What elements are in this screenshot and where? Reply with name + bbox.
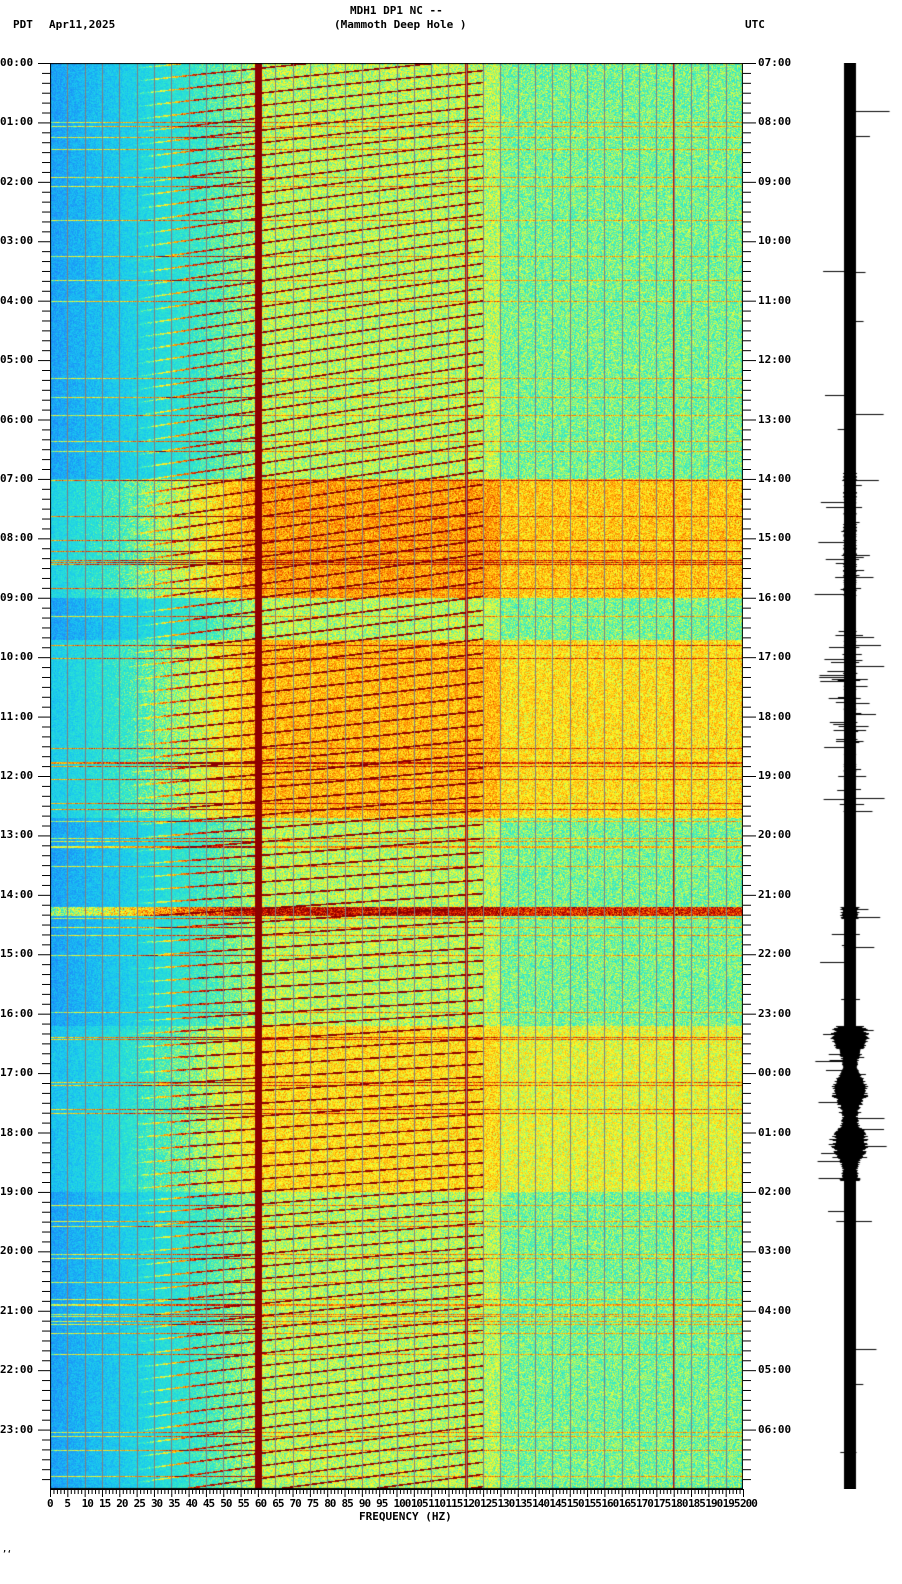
y-tick-label-left: 14:00 <box>0 887 34 901</box>
x-tick-label: 50 <box>220 1497 232 1510</box>
y-tick-label-right: 07:00 <box>758 56 792 69</box>
x-tick-label: 95 <box>376 1497 388 1510</box>
corner-mark: ’‘ <box>2 1549 12 1558</box>
x-tick-label: 160 <box>601 1497 619 1510</box>
y-tick-label-left: 09:00 <box>0 590 34 604</box>
y-tick-label-right: 06:00 <box>758 1422 792 1436</box>
y-tick-label-left: 07:00 <box>0 471 34 485</box>
x-tick-label: 20 <box>116 1497 128 1510</box>
x-tick-label: 15 <box>98 1497 111 1510</box>
x-tick-label: 55 <box>237 1497 250 1510</box>
y-tick-label-right: 16:00 <box>758 590 792 604</box>
y-tick-label-right: 20:00 <box>758 828 792 842</box>
x-tick-label: 130 <box>497 1497 515 1510</box>
chart-title-line1: MDH1 DP1 NC -- <box>350 4 443 17</box>
y-tick-label-right: 18:00 <box>758 709 792 723</box>
y-tick-label-right: 23:00 <box>758 1006 792 1020</box>
y-tick-label-left: 10:00 <box>0 650 34 664</box>
y-tick-label-left: 15:00 <box>0 947 34 961</box>
x-tick-label: 135 <box>514 1497 533 1510</box>
x-tick-label: 60 <box>254 1497 267 1510</box>
x-tick-label: 145 <box>549 1497 567 1510</box>
x-tick-label: 45 <box>202 1497 215 1510</box>
x-tick-label: 165 <box>618 1497 637 1510</box>
y-tick-label-left: 19:00 <box>0 1184 34 1198</box>
x-tick-label: 25 <box>133 1497 146 1510</box>
date-label: Apr11,2025 <box>49 18 116 31</box>
x-tick-label: 125 <box>480 1497 498 1510</box>
x-tick-label: 155 <box>584 1497 602 1510</box>
y-tick-label-right: 00:00 <box>758 1066 792 1080</box>
y-tick-label-left: 11:00 <box>0 709 34 723</box>
x-tick-label: 190 <box>705 1497 723 1510</box>
y-tick-label-right: 17:00 <box>758 650 792 664</box>
left-timezone-label: PDT <box>13 18 33 31</box>
x-tick-label: 180 <box>670 1497 689 1510</box>
y-tick-label-right: 21:00 <box>758 887 792 901</box>
x-axis-title: FREQUENCY (HZ) <box>359 1510 452 1523</box>
y-tick-label-right: 11:00 <box>758 293 792 307</box>
y-tick-label-left: 02:00 <box>0 174 34 188</box>
y-tick-label-right: 15:00 <box>758 531 792 545</box>
y-tick-label-left: 05:00 <box>0 353 34 367</box>
y-tick-label-left: 23:00 <box>0 1422 34 1436</box>
x-tick-label: 70 <box>289 1497 302 1510</box>
y-tick-label-right: 10:00 <box>758 234 792 248</box>
x-tick-label: 120 <box>462 1497 481 1510</box>
y-tick-label-right: 22:00 <box>758 947 792 961</box>
x-tick-label: 175 <box>653 1497 671 1510</box>
y-tick-label-left: 01:00 <box>0 115 34 129</box>
x-tick-label: 85 <box>341 1497 354 1510</box>
x-tick-label: 65 <box>272 1497 284 1510</box>
y-tick-label-right: 03:00 <box>758 1244 792 1258</box>
y-tick-label-right: 08:00 <box>758 115 792 129</box>
y-tick-label-left: 17:00 <box>0 1066 34 1080</box>
y-tick-label-left: 13:00 <box>0 828 34 842</box>
y-tick-label-left: 00:00 <box>0 56 34 69</box>
x-tick-label: 35 <box>168 1497 180 1510</box>
y-tick-label-left: 21:00 <box>0 1303 34 1317</box>
x-tick-label: 0 <box>47 1497 54 1510</box>
x-tick-label: 115 <box>445 1497 463 1510</box>
x-tick-label: 30 <box>150 1497 163 1510</box>
y-tick-label-right: 09:00 <box>758 174 792 188</box>
y-tick-label-right: 14:00 <box>758 471 792 485</box>
y-tick-label-left: 08:00 <box>0 531 34 545</box>
y-tick-label-left: 18:00 <box>0 1125 34 1139</box>
y-tick-label-left: 16:00 <box>0 1006 34 1020</box>
y-tick-label-left: 03:00 <box>0 234 34 248</box>
x-tick-label: 170 <box>636 1497 654 1510</box>
y-tick-label-right: 02:00 <box>758 1184 792 1198</box>
x-tick-label: 75 <box>306 1497 319 1510</box>
y-tick-label-left: 22:00 <box>0 1363 34 1377</box>
x-tick-label: 10 <box>81 1497 94 1510</box>
spectrogram-plot <box>50 63 743 1489</box>
x-tick-label: 140 <box>532 1497 550 1510</box>
y-tick-label-right: 01:00 <box>758 1125 792 1139</box>
x-tick-label: 40 <box>185 1497 198 1510</box>
x-tick-label: 150 <box>566 1497 585 1510</box>
y-tick-label-left: 20:00 <box>0 1244 34 1258</box>
x-tick-label: 90 <box>358 1497 371 1510</box>
x-tick-label: 5 <box>64 1497 71 1510</box>
x-tick-label: 105 <box>410 1497 429 1510</box>
y-tick-label-right: 13:00 <box>758 412 792 426</box>
y-tick-label-right: 05:00 <box>758 1363 792 1377</box>
x-tick-label: 185 <box>688 1497 706 1510</box>
y-tick-label-right: 12:00 <box>758 353 792 367</box>
x-tick-label: 200 <box>740 1497 758 1510</box>
x-tick-label: 110 <box>428 1497 446 1510</box>
seismogram-trace <box>800 63 902 1489</box>
y-tick-label-left: 04:00 <box>0 293 34 307</box>
y-tick-label-right: 19:00 <box>758 769 792 782</box>
x-tick-label: 195 <box>722 1497 741 1510</box>
y-tick-label-right: 04:00 <box>758 1303 792 1317</box>
right-timezone-label: UTC <box>745 18 765 31</box>
x-tick-label: 100 <box>393 1497 412 1510</box>
y-tick-label-left: 06:00 <box>0 412 34 426</box>
y-tick-label-left: 12:00 <box>0 769 34 782</box>
chart-title-line2: (Mammoth Deep Hole ) <box>334 18 467 31</box>
x-tick-label: 80 <box>324 1497 336 1510</box>
